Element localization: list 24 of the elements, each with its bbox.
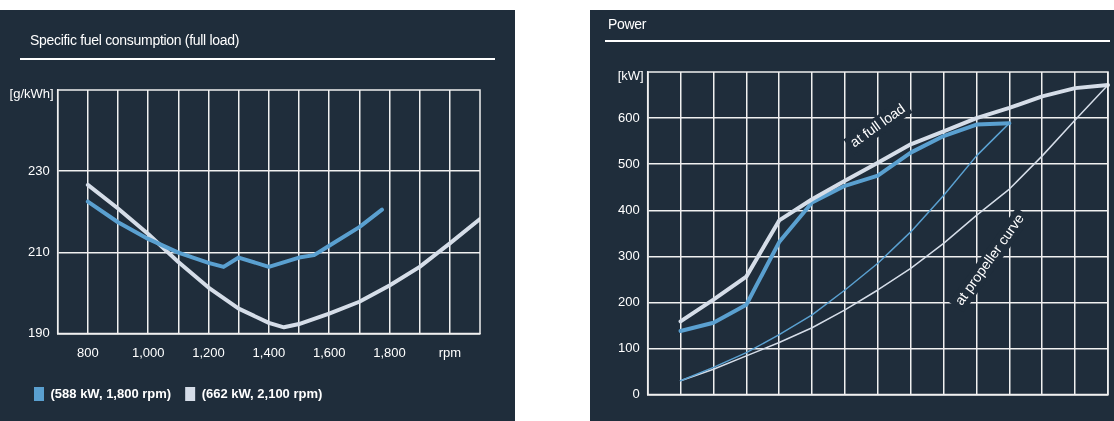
y-tick-label: 210 — [27, 243, 50, 259]
chart-title: Specific fuel consumption (full load) — [30, 32, 240, 48]
x-tick-label: 1,200 — [192, 344, 225, 360]
y-tick-label: 0 — [632, 386, 640, 402]
legend-label: (662 kW, 2,100 rpm) — [201, 385, 323, 401]
y-tick-label: 100 — [617, 340, 640, 356]
y-tick-label: 190 — [27, 324, 50, 340]
y-tick-label: 600 — [617, 109, 640, 125]
y-tick-label: 400 — [617, 201, 640, 217]
x-tick-label: 1,600 — [312, 344, 346, 360]
x-tick-label: 800 — [77, 344, 99, 360]
y-tick-label: 200 — [617, 294, 640, 310]
y-axis-title: [kW] — [617, 68, 644, 84]
annotation: at full load — [846, 100, 908, 151]
chart-title: Power — [608, 16, 647, 32]
x-axis-title: rpm — [438, 345, 462, 361]
y-tick-label: 300 — [617, 247, 640, 263]
x-tick-label: 1,800 — [373, 344, 406, 360]
x-tick-label: 1,400 — [252, 344, 286, 360]
y-tick-label: 230 — [27, 162, 50, 178]
y-axis-title: [g/kWh] — [9, 86, 54, 102]
legend-label: (588 kW, 1,800 rpm) — [50, 385, 172, 401]
x-tick-label: 1,000 — [131, 344, 165, 360]
y-tick-label: 500 — [617, 155, 640, 171]
